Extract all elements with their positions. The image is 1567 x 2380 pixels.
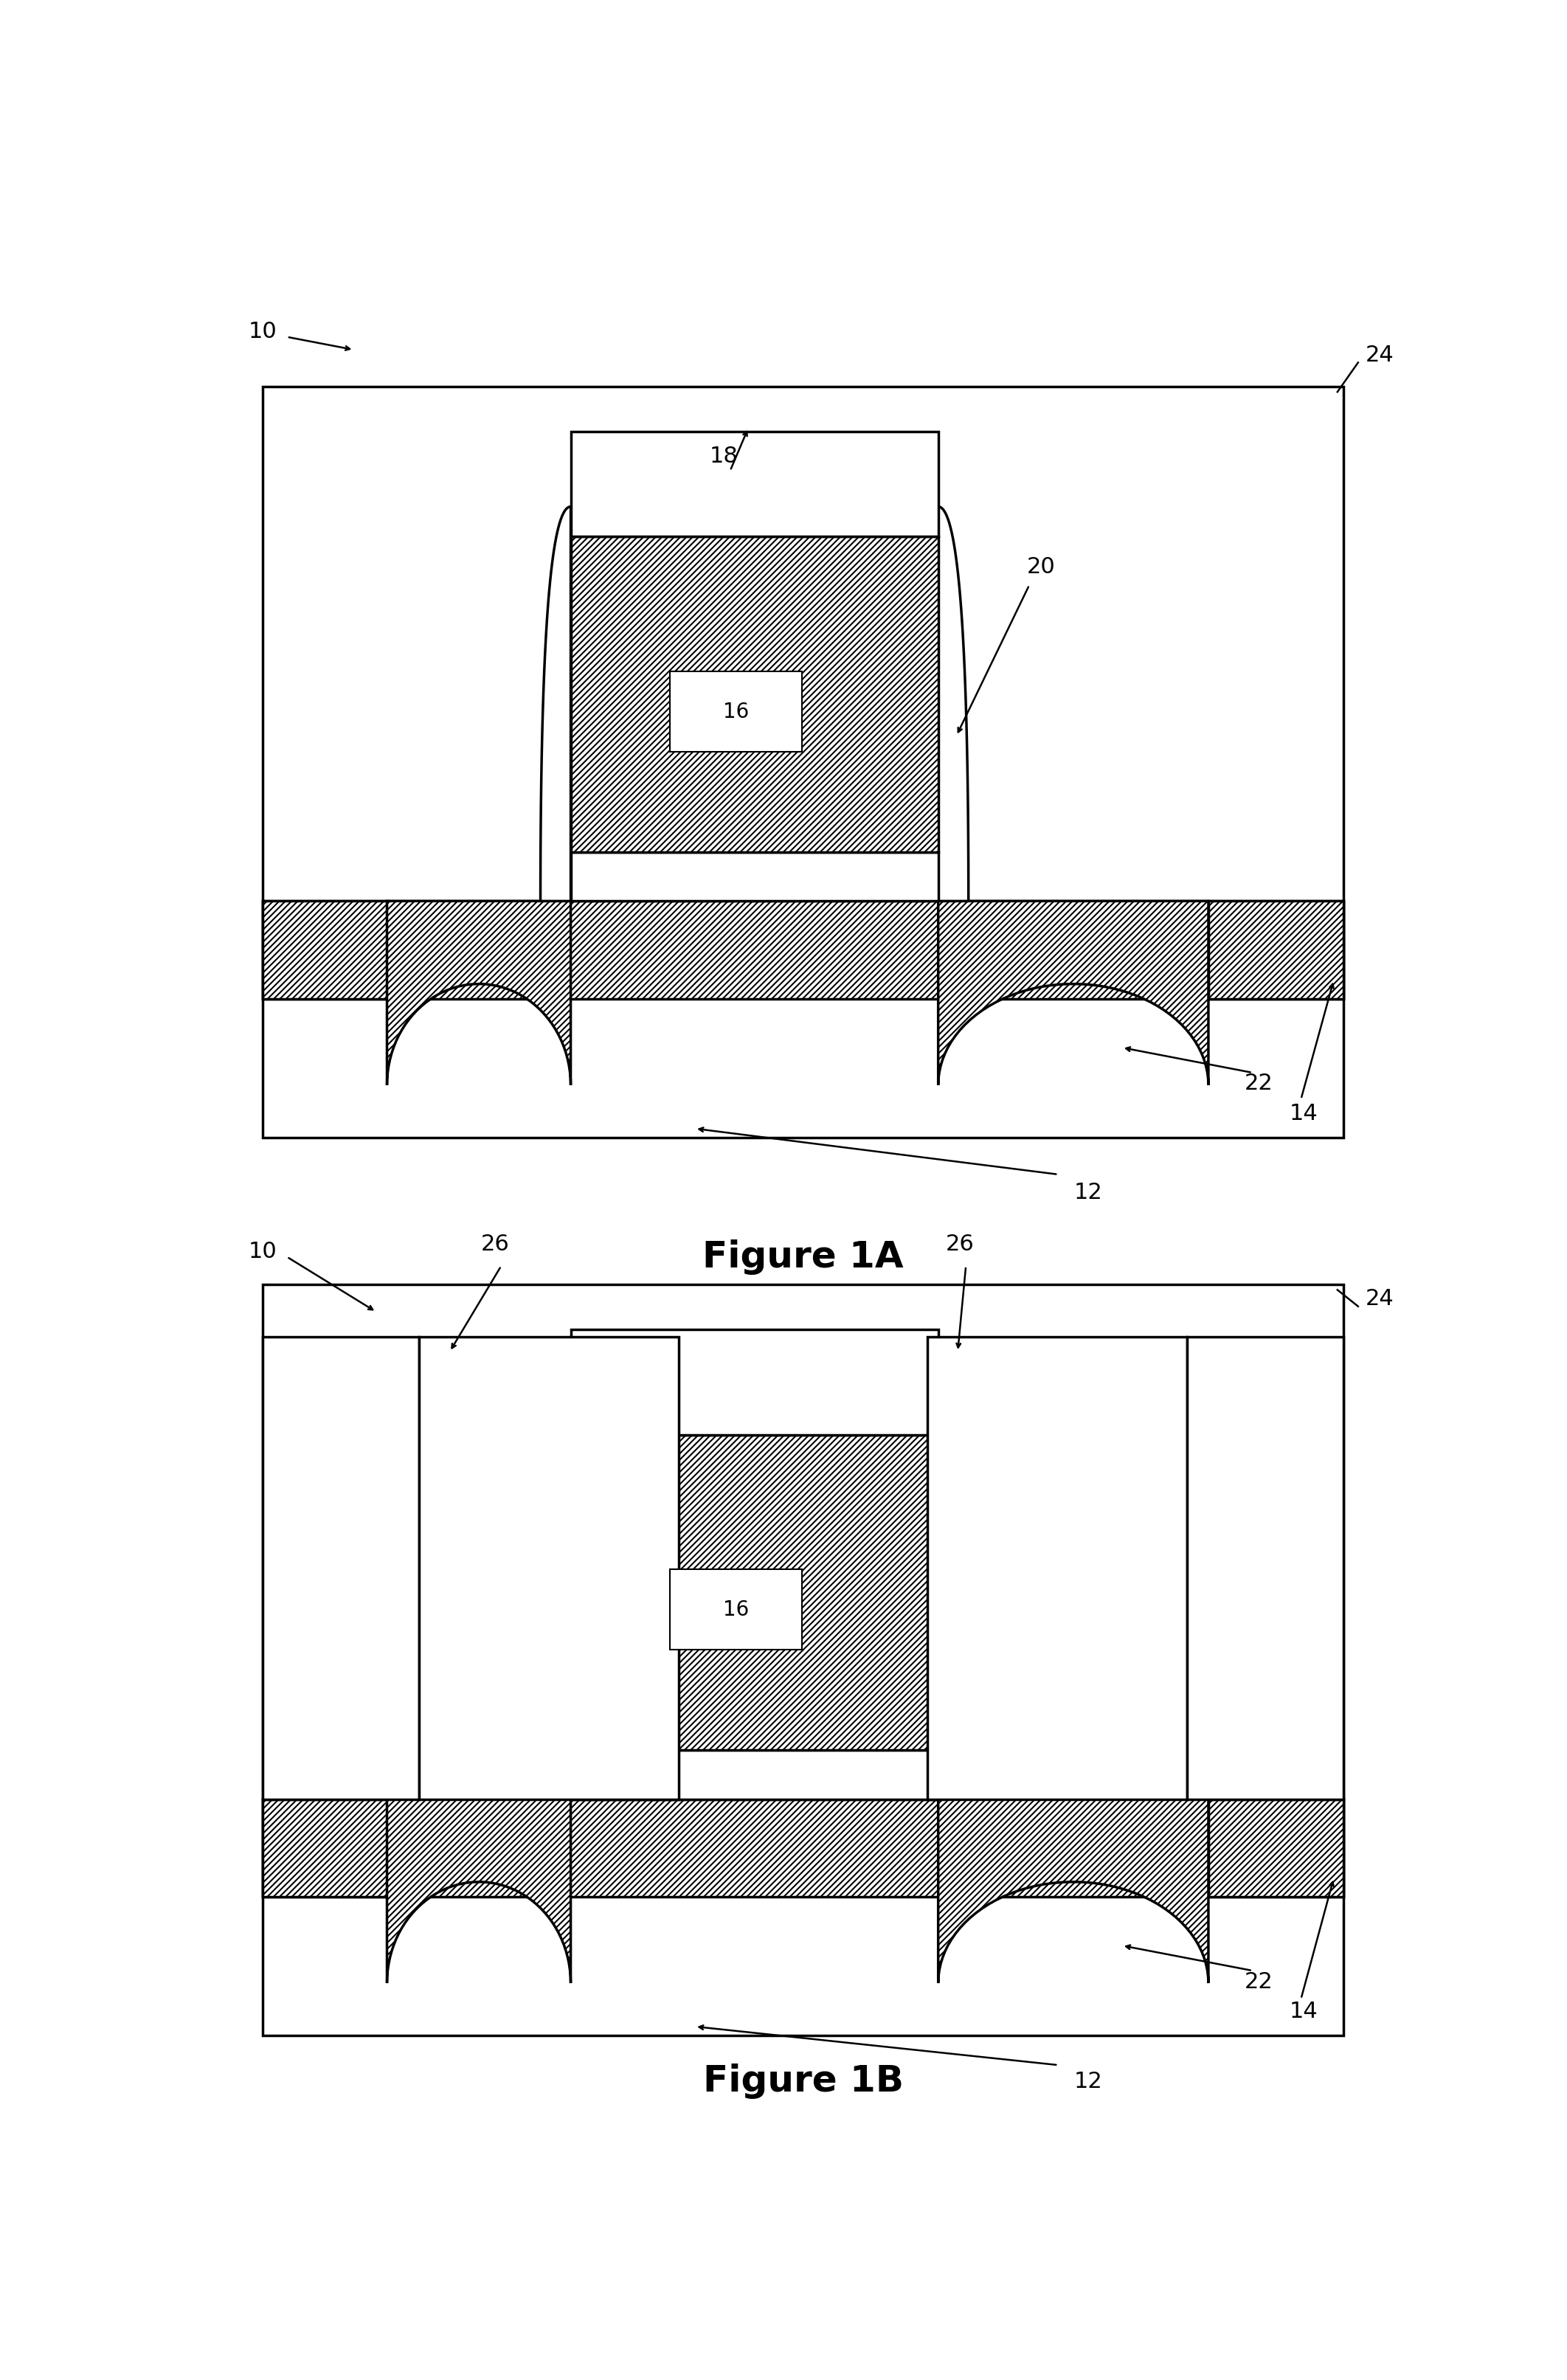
Polygon shape <box>387 1799 570 1983</box>
Text: 18: 18 <box>710 445 738 466</box>
Polygon shape <box>939 902 1208 1085</box>
Bar <box>263 902 387 1000</box>
Text: 16: 16 <box>722 1599 749 1621</box>
Polygon shape <box>939 1799 1208 1983</box>
Text: 22: 22 <box>1244 1073 1272 1095</box>
Bar <box>671 1568 802 1649</box>
Bar <box>570 852 939 902</box>
Text: 24: 24 <box>1366 1288 1395 1309</box>
Bar <box>570 536 939 852</box>
Text: 16: 16 <box>722 702 749 721</box>
Bar <box>570 1330 939 1435</box>
Text: 14: 14 <box>1290 1102 1318 1123</box>
Text: 26: 26 <box>945 1233 975 1254</box>
Text: 20: 20 <box>1026 557 1056 578</box>
Polygon shape <box>939 507 968 902</box>
Text: 10: 10 <box>249 321 277 343</box>
Text: Figure 1A: Figure 1A <box>702 1240 904 1276</box>
Polygon shape <box>387 902 570 1085</box>
Bar <box>1186 1338 1343 1799</box>
Polygon shape <box>387 902 570 1085</box>
Bar <box>420 1338 679 1799</box>
Text: 10: 10 <box>249 1240 277 1261</box>
Polygon shape <box>939 902 1208 1085</box>
Bar <box>671 671 802 752</box>
Bar <box>263 1799 1343 1897</box>
Bar <box>928 1338 1186 1799</box>
Text: 24: 24 <box>1366 345 1395 367</box>
Text: 12: 12 <box>1075 1183 1103 1204</box>
Bar <box>263 1285 1343 2035</box>
Bar <box>263 386 1343 1138</box>
Polygon shape <box>387 1799 570 1983</box>
Text: 12: 12 <box>1075 2071 1103 2092</box>
Bar <box>263 902 1343 1000</box>
Text: 14: 14 <box>1290 2002 1318 2023</box>
Text: 26: 26 <box>481 1233 509 1254</box>
Bar <box>570 431 939 536</box>
Text: 22: 22 <box>1244 1971 1272 1992</box>
Bar <box>263 1799 387 1897</box>
Bar <box>570 1435 939 1749</box>
Polygon shape <box>541 1404 570 1799</box>
Bar <box>1208 1799 1343 1897</box>
Polygon shape <box>541 507 570 902</box>
Bar <box>263 1338 420 1799</box>
Polygon shape <box>939 1799 1208 1983</box>
Polygon shape <box>939 1404 968 1799</box>
Bar <box>570 1749 939 1799</box>
Text: Figure 1B: Figure 1B <box>702 2063 904 2099</box>
Bar <box>1208 902 1343 1000</box>
